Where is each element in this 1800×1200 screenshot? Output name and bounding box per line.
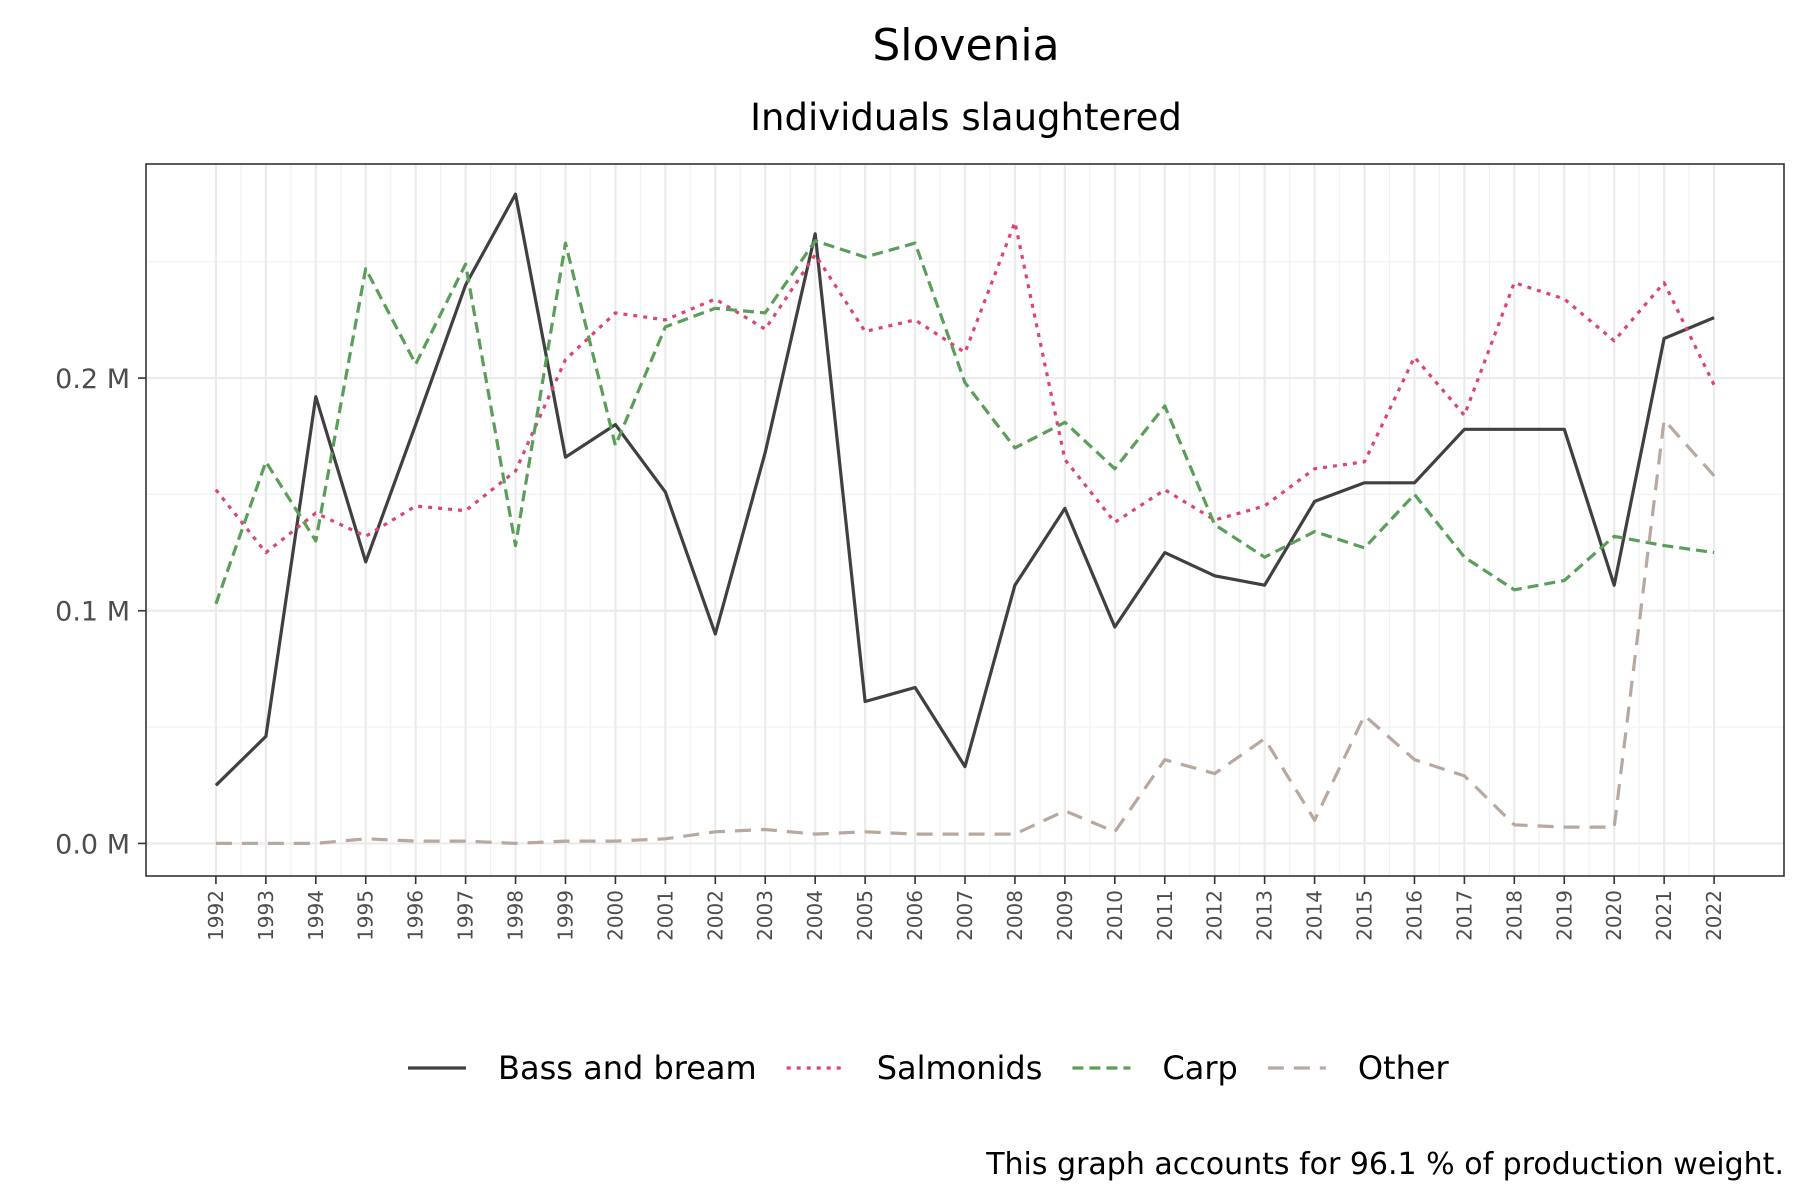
x-tick-label: 2012 <box>1203 890 1227 941</box>
legend: Bass and bream Salmonids Carp Other <box>408 1049 1450 1087</box>
x-tick-label: 2010 <box>1103 890 1127 941</box>
series-line-carp <box>214 239 1715 605</box>
x-tick-label: 2007 <box>953 890 977 941</box>
x-tick-label: 1995 <box>354 890 378 941</box>
x-tick-label: 2006 <box>903 890 927 941</box>
x-tick-label: 2018 <box>1502 890 1526 941</box>
legend-label: Other <box>1358 1049 1450 1087</box>
x-tick-label: 1997 <box>454 890 478 941</box>
x-tick-label: 2016 <box>1402 890 1426 941</box>
x-tick-label: 2020 <box>1602 890 1626 941</box>
chart-subtitle: Individuals slaughtered <box>750 96 1182 139</box>
x-tick-label: 2002 <box>703 890 727 941</box>
x-tick-label: 2009 <box>1053 890 1077 941</box>
chart-title: Slovenia <box>872 20 1059 71</box>
legend-label: Salmonids <box>877 1049 1043 1087</box>
x-tick-label: 2005 <box>853 890 877 941</box>
x-tick-label: 2011 <box>1153 890 1177 941</box>
x-tick-label: 1998 <box>504 890 528 941</box>
series-lines <box>214 192 1716 846</box>
x-tick-label: 1993 <box>254 890 278 941</box>
x-tick-label: 2015 <box>1353 890 1377 941</box>
grid <box>146 164 1784 876</box>
x-tick-label: 2014 <box>1303 890 1327 941</box>
axes: 0.0 M 0.1 M 0.2 M 1992 1993 1994 1995 1996 1997 1… <box>55 364 1726 941</box>
x-tick-label: 2019 <box>1552 890 1576 941</box>
y-tick-label: 0.0 M <box>55 829 130 860</box>
y-tick-label: 0.1 M <box>55 597 130 628</box>
series-line-bass-and-bream <box>214 192 1715 787</box>
x-tick-label: 2001 <box>653 890 677 941</box>
x-tick-label: 2022 <box>1702 890 1726 941</box>
series-line-other <box>215 418 1716 846</box>
x-tick-label: 1996 <box>404 890 428 941</box>
x-tick-label: 2013 <box>1253 890 1277 941</box>
x-tick-label: 2003 <box>753 890 777 941</box>
x-tick-label: 1999 <box>553 890 577 941</box>
x-tick-label: 1994 <box>304 890 328 941</box>
y-tick-label: 0.2 M <box>55 364 130 395</box>
x-tick-label: 2017 <box>1452 890 1476 941</box>
legend-label: Bass and bream <box>498 1049 757 1087</box>
x-tick-label: 2000 <box>603 890 627 941</box>
chart-caption: This graph accounts for 96.1 % of produc… <box>985 1147 1784 1182</box>
x-tick-label: 2021 <box>1652 890 1676 941</box>
x-tick-label: 2008 <box>1003 890 1027 941</box>
x-tick-label: 1992 <box>204 890 228 941</box>
legend-label: Carp <box>1162 1049 1237 1087</box>
x-tick-label: 2004 <box>803 890 827 941</box>
